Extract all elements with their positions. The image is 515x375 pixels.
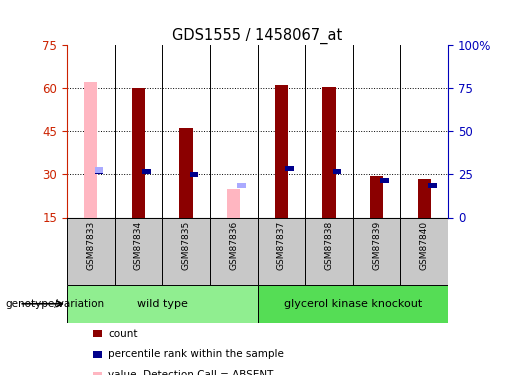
Text: GSM87840: GSM87840 bbox=[420, 221, 428, 270]
Title: GDS1555 / 1458067_at: GDS1555 / 1458067_at bbox=[173, 27, 342, 44]
Text: GSM87835: GSM87835 bbox=[182, 221, 191, 270]
Bar bbox=[333, 169, 341, 174]
Bar bbox=[237, 183, 246, 189]
Bar bbox=[401, 217, 448, 285]
Text: GSM87834: GSM87834 bbox=[134, 221, 143, 270]
Bar bbox=[95, 168, 103, 172]
Bar bbox=[142, 169, 151, 174]
Text: genotype/variation: genotype/variation bbox=[5, 299, 104, 309]
Bar bbox=[114, 217, 162, 285]
Text: GSM87836: GSM87836 bbox=[229, 221, 238, 270]
Text: percentile rank within the sample: percentile rank within the sample bbox=[108, 350, 284, 359]
Bar bbox=[95, 169, 103, 174]
Bar bbox=[190, 172, 198, 177]
Text: GSM87839: GSM87839 bbox=[372, 221, 381, 270]
Bar bbox=[428, 183, 437, 189]
Bar bbox=[258, 217, 305, 285]
Bar bbox=[227, 189, 241, 218]
Text: GSM87838: GSM87838 bbox=[324, 221, 333, 270]
Text: wild type: wild type bbox=[137, 299, 187, 309]
Text: count: count bbox=[108, 329, 138, 339]
Bar bbox=[132, 88, 145, 218]
Bar bbox=[162, 217, 210, 285]
Bar bbox=[322, 87, 336, 218]
Bar bbox=[285, 166, 294, 171]
Bar bbox=[67, 285, 258, 322]
Bar bbox=[179, 128, 193, 217]
Bar bbox=[381, 177, 389, 183]
Text: value, Detection Call = ABSENT: value, Detection Call = ABSENT bbox=[108, 370, 273, 375]
Bar bbox=[258, 285, 448, 322]
Bar bbox=[210, 217, 258, 285]
Text: glycerol kinase knockout: glycerol kinase knockout bbox=[284, 299, 422, 309]
Text: GSM87837: GSM87837 bbox=[277, 221, 286, 270]
Bar bbox=[418, 179, 431, 218]
Text: GSM87833: GSM87833 bbox=[87, 221, 95, 270]
Bar bbox=[370, 176, 383, 218]
Bar bbox=[353, 217, 401, 285]
Bar bbox=[84, 82, 97, 218]
Bar bbox=[305, 217, 353, 285]
Bar bbox=[274, 85, 288, 218]
Bar bbox=[67, 217, 115, 285]
